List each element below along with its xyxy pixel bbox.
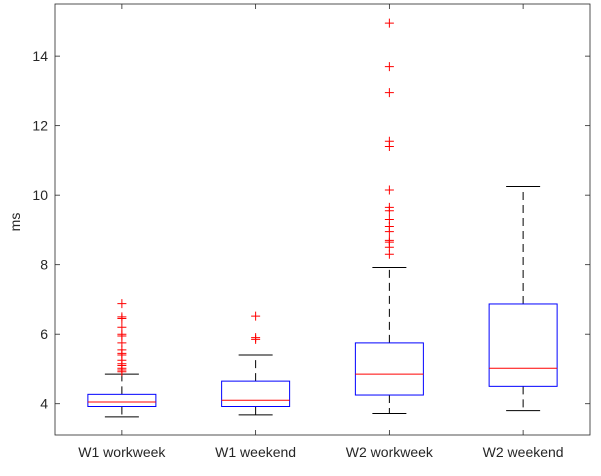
box bbox=[87, 393, 157, 407]
outlier-marker bbox=[251, 311, 261, 321]
outlier-marker bbox=[384, 202, 394, 212]
plot-area: 4 6 8 10 12 14 W1 workweek W1 weekend W2 workwee… bbox=[32, 3, 591, 460]
x-tick-label: W1 workweek bbox=[78, 444, 166, 460]
box bbox=[354, 342, 424, 396]
outlier-marker bbox=[384, 235, 394, 245]
x-tick-label: W2 workweek bbox=[346, 444, 434, 460]
y-tick-label: 4 bbox=[40, 396, 48, 412]
outlier-marker bbox=[384, 215, 394, 224]
plot-frame bbox=[54, 3, 591, 436]
x-tick-label: W2 weekend bbox=[483, 444, 564, 460]
y-tick-label: 14 bbox=[32, 48, 48, 64]
outlier-marker bbox=[384, 185, 394, 195]
outlier-marker bbox=[384, 18, 394, 28]
outlier-marker bbox=[251, 333, 261, 343]
outlier-marker bbox=[384, 136, 394, 146]
outlier-marker bbox=[384, 62, 394, 72]
y-tick-label: 10 bbox=[32, 187, 48, 203]
y-axis-label: ms bbox=[7, 213, 23, 232]
outlier-marker bbox=[117, 322, 127, 332]
outlier-marker bbox=[117, 299, 127, 309]
outlier-marker bbox=[117, 312, 127, 322]
y-tick-label: 12 bbox=[32, 118, 48, 134]
x-tick-label: W1 weekend bbox=[215, 444, 296, 460]
y-tick-label: 8 bbox=[40, 257, 48, 273]
outlier-marker bbox=[384, 88, 394, 98]
box bbox=[221, 380, 291, 407]
y-tick-label: 6 bbox=[40, 326, 48, 342]
box bbox=[488, 303, 558, 387]
